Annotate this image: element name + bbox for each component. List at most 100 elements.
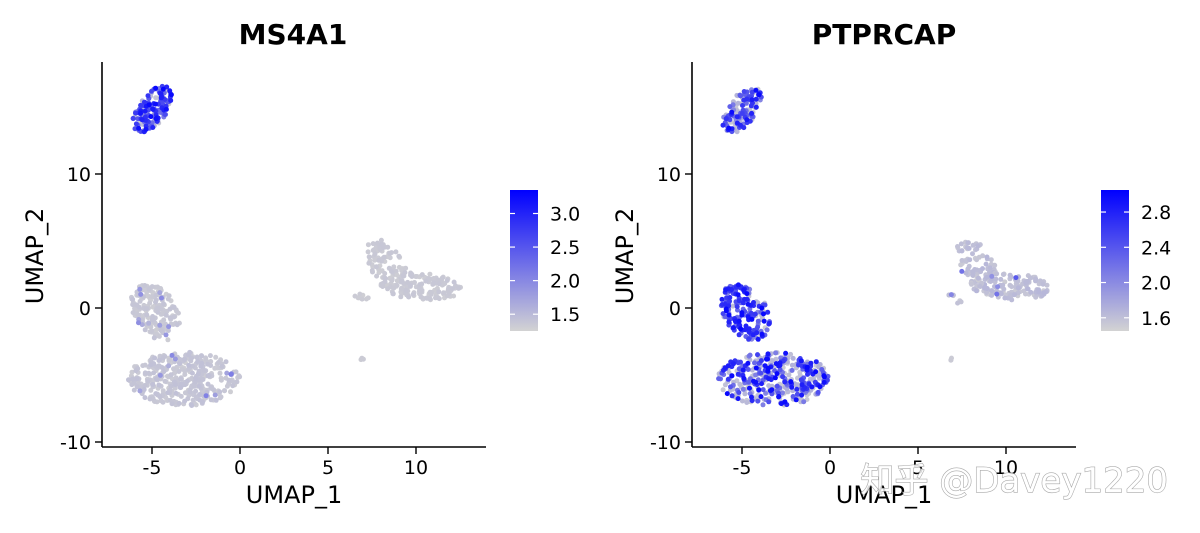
cell-point xyxy=(1041,290,1047,296)
cell-point xyxy=(412,280,417,285)
cell-point xyxy=(737,381,743,387)
cell-point xyxy=(394,278,400,284)
cell-point xyxy=(149,328,155,334)
cell-point xyxy=(142,362,148,368)
cell-point xyxy=(132,126,138,132)
cell-point xyxy=(1037,278,1043,284)
cell-point xyxy=(157,322,163,328)
cell-point xyxy=(155,284,161,290)
cell-point xyxy=(365,249,371,255)
cell-point xyxy=(782,379,788,385)
cell-point xyxy=(142,383,148,388)
cell-point xyxy=(359,296,365,302)
cell-point xyxy=(130,376,136,382)
cell-point xyxy=(433,295,438,301)
cell-point xyxy=(1015,285,1021,291)
cell-point xyxy=(228,389,233,395)
cell-point xyxy=(967,257,973,263)
cell-point xyxy=(446,290,452,296)
cell-point xyxy=(736,298,742,304)
colorbar-tick-label: 1.5 xyxy=(550,304,580,326)
cell-point xyxy=(749,367,755,373)
cell-point xyxy=(234,379,240,385)
cell-point xyxy=(793,382,799,388)
cell-point xyxy=(1002,295,1008,301)
cell-point xyxy=(780,374,786,380)
cell-point xyxy=(766,320,772,326)
cell-point xyxy=(230,383,236,389)
cell-point xyxy=(130,302,136,308)
cell-point xyxy=(142,283,148,288)
cell-point xyxy=(145,93,151,99)
cell-point xyxy=(160,355,166,361)
cell-point xyxy=(407,282,413,288)
cell-point xyxy=(760,402,766,408)
cell-point xyxy=(794,391,800,397)
cell-point xyxy=(821,379,827,385)
cell-point xyxy=(136,125,142,131)
cell-point xyxy=(948,357,954,363)
cell-point xyxy=(737,92,743,98)
colorbar-gradient xyxy=(1101,190,1129,331)
cell-point xyxy=(197,392,203,397)
cell-point xyxy=(740,367,746,373)
cell-point xyxy=(216,360,221,365)
cell-point xyxy=(138,102,144,108)
scatter-points xyxy=(126,83,463,408)
cell-point xyxy=(385,244,391,250)
cell-point xyxy=(151,335,157,341)
cell-point xyxy=(744,400,750,405)
cell-point xyxy=(750,332,756,338)
cell-point xyxy=(974,288,979,294)
cell-point xyxy=(233,369,239,375)
cell-point xyxy=(137,388,143,394)
cell-point xyxy=(794,386,800,392)
cell-point xyxy=(723,287,729,293)
cell-point xyxy=(217,389,223,395)
cell-point xyxy=(436,281,442,287)
cell-point xyxy=(788,351,794,357)
cell-point xyxy=(376,257,382,263)
cell-point xyxy=(137,298,143,304)
cell-point xyxy=(731,361,736,367)
y-tick-label: -10 xyxy=(60,432,91,454)
cell-point xyxy=(456,285,462,291)
cell-point xyxy=(142,395,148,401)
cell-point xyxy=(798,377,804,383)
cell-point xyxy=(970,242,976,248)
cell-point xyxy=(161,317,167,323)
cell-point xyxy=(203,393,209,399)
cell-point xyxy=(147,300,153,306)
cell-point xyxy=(194,355,200,360)
cell-point xyxy=(366,254,372,260)
y-ticks: -10 0 10 xyxy=(650,164,692,454)
cell-point xyxy=(725,376,731,382)
cell-point xyxy=(759,305,765,311)
cell-point xyxy=(200,399,205,405)
cell-point xyxy=(793,397,799,403)
cell-point xyxy=(989,273,995,279)
colorbar-tick-label: 2.4 xyxy=(1141,237,1171,259)
cell-point xyxy=(163,332,169,338)
cell-point xyxy=(735,371,741,377)
cell-point xyxy=(187,349,193,355)
colorbar-tick-label: 3.0 xyxy=(550,204,580,226)
cell-point xyxy=(766,383,772,389)
cell-point xyxy=(796,362,801,368)
cell-point xyxy=(742,391,748,397)
cell-point xyxy=(387,255,393,261)
cell-point xyxy=(365,242,371,248)
cell-point xyxy=(142,108,148,114)
y-tick-label: 10 xyxy=(67,164,91,186)
cell-point xyxy=(983,261,989,267)
cell-point xyxy=(138,110,143,116)
cell-point xyxy=(153,101,158,107)
colorbar-tick-label: 2.5 xyxy=(550,237,580,259)
cell-point xyxy=(149,317,155,323)
cell-point xyxy=(1028,289,1034,295)
cell-point xyxy=(187,387,193,393)
cell-point xyxy=(207,353,213,359)
cell-point xyxy=(772,375,778,381)
cell-point xyxy=(431,280,436,286)
cell-point xyxy=(1025,286,1031,292)
